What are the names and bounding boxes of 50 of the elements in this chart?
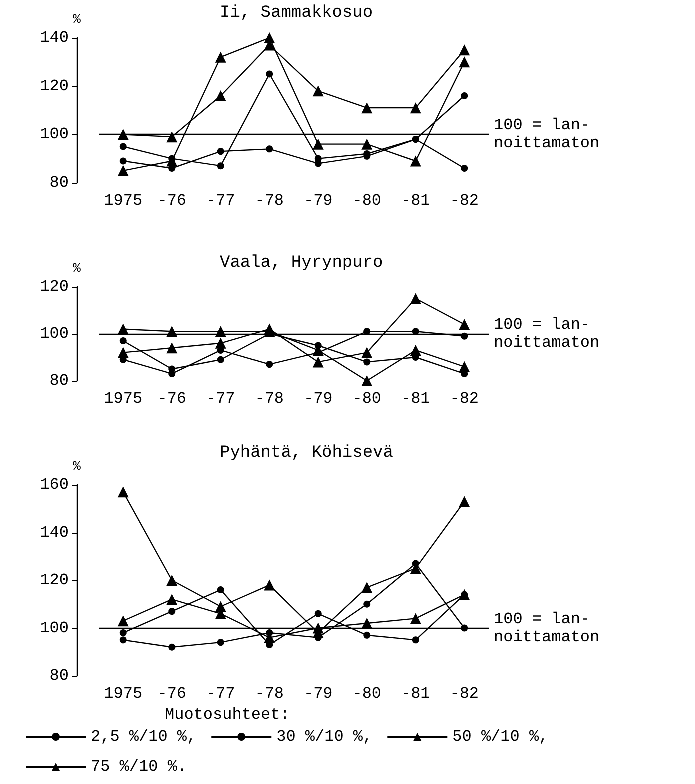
x-tick-label: -79 [304, 390, 333, 408]
chart-title: Vaala, Hyrynpuro [220, 254, 384, 273]
x-tick-label: -82 [450, 685, 480, 703]
y-axis-title: % [73, 459, 82, 474]
x-tick-label: -78 [255, 192, 284, 210]
chart-title: Pyhäntä, Köhisevä [220, 444, 394, 463]
y-tick-label: 120 [40, 77, 69, 96]
y-tick-label: 140 [40, 29, 69, 47]
x-tick-label: -77 [206, 685, 236, 703]
x-tick-label: -81 [401, 192, 430, 210]
y-tick-label: 100 [40, 126, 69, 144]
x-tick-label: -76 [158, 685, 187, 703]
y-tick-label: 140 [40, 524, 69, 542]
y-tick-label: 120 [40, 278, 69, 296]
x-tick-label: -81 [401, 390, 430, 408]
x-tick-label: -82 [450, 192, 480, 210]
x-tick-label: -78 [255, 390, 284, 408]
ref-line-label: 100 = lan- noittamaton [494, 116, 600, 153]
legend-title: Muotosuhteet: [165, 706, 290, 724]
x-tick-label: -76 [158, 390, 187, 408]
legend-label: 30 %/10 %, [276, 728, 373, 746]
x-tick-label: 1975 [104, 390, 143, 408]
legend-label: 75 %/10 %. [91, 758, 188, 776]
y-tick-label: 100 [40, 325, 69, 343]
x-tick-label: 1975 [104, 685, 143, 703]
x-tick-label: -80 [352, 192, 382, 210]
x-tick-label: -80 [352, 390, 382, 408]
x-tick-label: -77 [206, 390, 236, 408]
y-tick-label: 80 [50, 174, 69, 192]
y-tick-label: 80 [50, 667, 69, 685]
x-tick-label: -82 [450, 390, 480, 408]
y-tick-label: 80 [50, 372, 69, 390]
y-tick-label: 120 [40, 572, 69, 590]
y-axis-title: % [73, 261, 82, 276]
y-tick-label: 100 [40, 619, 69, 638]
legend-label: 50 %/10 %, [452, 728, 549, 746]
ref-line-label: 100 = lan- noittamaton [494, 610, 600, 646]
x-tick-label: -79 [304, 192, 333, 210]
chart-title: Ii, Sammakkosuo [220, 4, 374, 23]
x-tick-label: -81 [401, 685, 430, 703]
x-tick-label: -80 [352, 685, 382, 703]
x-tick-label: 1975 [104, 192, 143, 210]
ref-line-label: 100 = lan- noittamaton [494, 316, 600, 352]
y-axis-title: % [73, 12, 82, 27]
x-tick-label: -78 [255, 685, 284, 703]
x-tick-label: -76 [158, 192, 187, 210]
x-tick-label: -77 [206, 192, 236, 210]
legend-label: 2,5 %/10 %, [91, 728, 197, 746]
x-tick-label: -79 [304, 685, 333, 703]
y-tick-label: 160 [40, 476, 69, 494]
